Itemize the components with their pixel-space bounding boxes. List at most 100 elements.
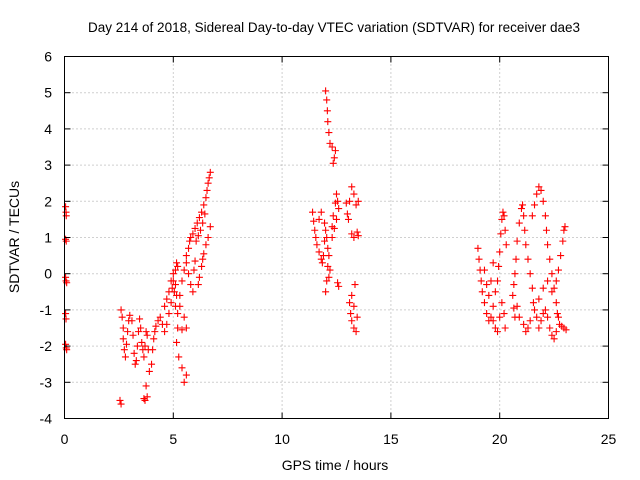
grid bbox=[64, 56, 609, 419]
data-point bbox=[197, 226, 204, 234]
data-point bbox=[192, 237, 200, 245]
y-tick-labels: -4 -3 -2 -1 0 1 2 3 4 5 6 bbox=[40, 49, 53, 427]
data-point bbox=[154, 317, 162, 325]
data-point bbox=[502, 241, 510, 249]
y-tick-label: 4 bbox=[44, 121, 52, 137]
data-point bbox=[520, 320, 528, 328]
data-point bbox=[544, 277, 552, 285]
data-point bbox=[126, 311, 134, 319]
data-point bbox=[528, 212, 536, 220]
data-point bbox=[322, 87, 330, 95]
data-point bbox=[62, 340, 70, 348]
data-point bbox=[537, 317, 545, 325]
x-tick-label: 5 bbox=[169, 431, 177, 447]
data-point bbox=[330, 154, 338, 162]
data-point bbox=[161, 302, 169, 310]
data-point bbox=[315, 248, 323, 256]
data-point bbox=[528, 284, 536, 292]
data-point bbox=[124, 328, 132, 336]
data-point bbox=[151, 328, 159, 336]
data-point bbox=[550, 284, 558, 292]
data-point bbox=[156, 313, 164, 321]
data-point bbox=[541, 212, 549, 220]
data-point bbox=[174, 262, 182, 270]
data-point bbox=[352, 201, 360, 209]
data-point bbox=[117, 400, 125, 408]
y-tick-label: -4 bbox=[40, 411, 53, 427]
data-point bbox=[205, 174, 213, 182]
data-point bbox=[328, 143, 336, 151]
data-point bbox=[557, 252, 565, 260]
data-point bbox=[537, 186, 545, 194]
data-point bbox=[189, 288, 197, 296]
data-point bbox=[143, 393, 151, 401]
data-point bbox=[501, 324, 509, 332]
data-point bbox=[142, 328, 150, 336]
data-point bbox=[323, 96, 331, 104]
data-point bbox=[539, 310, 547, 318]
data-point bbox=[546, 324, 554, 332]
data-point bbox=[511, 313, 519, 321]
data-point bbox=[533, 313, 541, 321]
data-point bbox=[326, 266, 334, 274]
data-point bbox=[348, 291, 356, 299]
data-point bbox=[496, 248, 504, 256]
data-point bbox=[324, 118, 332, 126]
data-point bbox=[189, 230, 197, 238]
data-point bbox=[344, 215, 352, 223]
data-point bbox=[140, 353, 148, 361]
data-point bbox=[513, 302, 521, 310]
x-tick-label: 10 bbox=[274, 431, 290, 447]
data-point bbox=[346, 197, 354, 205]
data-point bbox=[347, 310, 355, 318]
data-point bbox=[199, 219, 207, 227]
data-point bbox=[171, 266, 179, 274]
data-point bbox=[512, 255, 520, 263]
data-point bbox=[201, 210, 209, 218]
data-point bbox=[350, 234, 358, 241]
data-point bbox=[483, 310, 491, 318]
axis-ticks bbox=[64, 56, 609, 419]
data-point bbox=[474, 244, 482, 252]
data-point bbox=[167, 299, 175, 307]
data-point bbox=[187, 234, 195, 241]
data-point bbox=[120, 346, 128, 354]
data-point bbox=[310, 217, 318, 225]
chart-title: Day 214 of 2018, Sidereal Day-to-day VTE… bbox=[88, 20, 580, 35]
data-point bbox=[533, 190, 541, 198]
data-point bbox=[497, 230, 505, 238]
data-point bbox=[185, 270, 193, 278]
data-point bbox=[515, 219, 523, 227]
data-point bbox=[524, 255, 532, 263]
x-tick-labels: 0 5 10 15 20 25 bbox=[61, 431, 617, 447]
data-point bbox=[149, 346, 157, 354]
data-point bbox=[489, 259, 497, 267]
data-point bbox=[118, 313, 126, 321]
data-point bbox=[123, 340, 131, 348]
data-point bbox=[173, 291, 181, 299]
data-point bbox=[194, 232, 202, 240]
data-point bbox=[554, 313, 562, 321]
data-point bbox=[131, 360, 139, 368]
y-tick-label: 6 bbox=[44, 49, 52, 65]
data-point bbox=[324, 262, 332, 270]
data-point bbox=[137, 324, 145, 332]
x-tick-label: 0 bbox=[61, 431, 69, 447]
data-point bbox=[496, 313, 504, 321]
data-point bbox=[487, 313, 495, 321]
data-point bbox=[186, 237, 194, 245]
data-point bbox=[548, 331, 556, 339]
data-point bbox=[148, 360, 156, 368]
data-point bbox=[350, 324, 358, 332]
data-point bbox=[500, 212, 508, 220]
data-point bbox=[350, 190, 358, 198]
data-point bbox=[150, 335, 158, 343]
data-points bbox=[62, 87, 570, 408]
data-point bbox=[513, 237, 521, 245]
data-point bbox=[141, 342, 149, 350]
data-point bbox=[353, 313, 361, 321]
data-point bbox=[526, 270, 534, 278]
data-point bbox=[333, 215, 340, 223]
y-tick-label: -3 bbox=[40, 374, 53, 390]
